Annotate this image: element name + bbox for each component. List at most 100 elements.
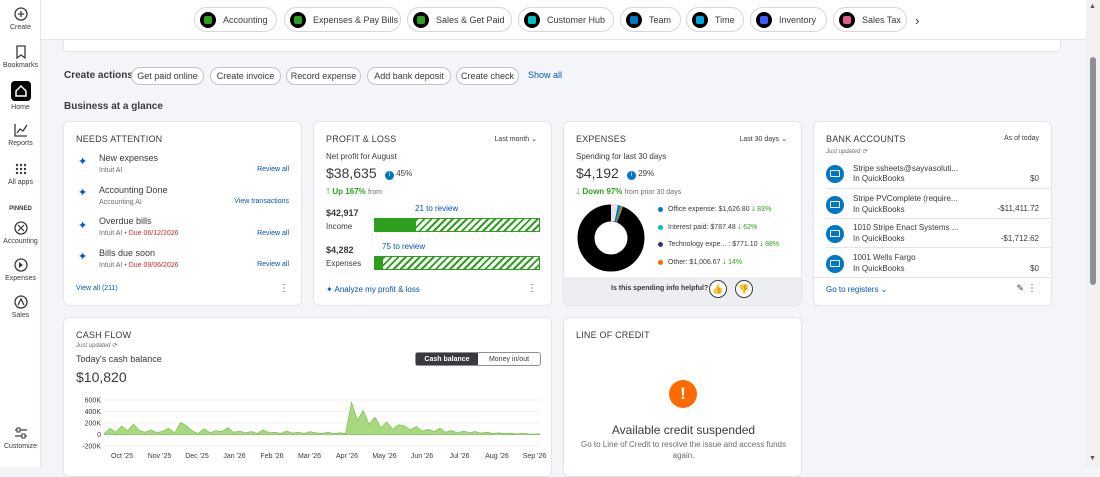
money-in-out-toggle[interactable]: Money in/out bbox=[488, 355, 530, 363]
get-paid-online-button[interactable]: Get paid online bbox=[131, 67, 204, 85]
chevron-right-icon[interactable]: › bbox=[915, 13, 920, 28]
sidebar-item-reports[interactable]: Reports bbox=[0, 123, 41, 147]
home-icon bbox=[10, 81, 31, 101]
nav-pill-accounting[interactable]: Accounting bbox=[194, 7, 277, 32]
review-all-link[interactable]: Review all bbox=[257, 230, 289, 237]
updated-label: Just updated bbox=[76, 343, 111, 349]
bookmark-icon bbox=[15, 45, 26, 59]
item-title: Overdue bills bbox=[99, 216, 152, 226]
credit-message-line-2: again. bbox=[672, 451, 695, 460]
sidebar-item-accounting[interactable]: Accounting bbox=[0, 221, 41, 245]
net-profit-pct: 45% bbox=[396, 169, 413, 178]
more-options-icon[interactable]: ⋮ bbox=[1027, 283, 1037, 294]
legend-label: Interest paid: $787.48 bbox=[668, 224, 736, 231]
nav-pill-sales-tax[interactable]: Sales Tax bbox=[833, 7, 907, 32]
cash-flow-chart[interactable]: 600K 400K 200K 0 -200K Oct '25 Nov '25 Dec '25 J… bbox=[64, 392, 552, 464]
spending-pct: 29% bbox=[638, 169, 655, 178]
go-to-registers-link[interactable]: Go to registers ⌄ bbox=[826, 285, 887, 294]
donut-slice bbox=[614, 205, 620, 223]
expenses-review-link[interactable]: 75 to review bbox=[382, 242, 426, 251]
expenses-amount: $4,282 bbox=[326, 245, 354, 255]
record-expense-button[interactable]: Record expense bbox=[286, 67, 361, 85]
sidebar-item-expenses[interactable]: Expenses bbox=[0, 258, 41, 282]
item-title: Accounting Done bbox=[99, 185, 168, 195]
period-dropdown[interactable]: Last 30 days ⌄ bbox=[739, 135, 787, 143]
view-transactions-link[interactable]: View transactions bbox=[234, 198, 289, 205]
scrollbar-thumb[interactable] bbox=[1090, 57, 1096, 285]
income-review-link[interactable]: 21 to review bbox=[415, 204, 459, 213]
expenses-icon bbox=[13, 258, 28, 272]
account-name: Stripe ssheets@sayvasoluti... bbox=[853, 164, 959, 173]
create-invoice-button[interactable]: Create invoice bbox=[210, 67, 281, 85]
refresh-icon[interactable]: ⟳ bbox=[862, 149, 868, 155]
thumbs-down-icon[interactable]: 👎 bbox=[735, 280, 753, 298]
cash-balance-toggle[interactable]: Cash balance bbox=[416, 353, 478, 365]
account-balance: $0 bbox=[1030, 264, 1039, 273]
arrow-down-icon: 🡓 bbox=[576, 187, 581, 196]
section-title: Business at a glance bbox=[64, 101, 163, 112]
chevron-down-icon: ⌄ bbox=[781, 136, 787, 143]
divider bbox=[826, 188, 1051, 189]
period-dropdown[interactable]: Last month ⌄ bbox=[495, 135, 537, 143]
sidebar-item-label: Accounting bbox=[3, 238, 38, 245]
review-all-link[interactable]: Review all bbox=[257, 261, 289, 268]
credit-heading: Available credit suspended bbox=[611, 423, 756, 437]
time-icon bbox=[692, 11, 708, 28]
scroll-up-icon[interactable]: ▲ bbox=[1089, 3, 1096, 10]
view-all-link[interactable]: View all (211) bbox=[76, 285, 118, 292]
thumbs-up-icon[interactable]: 👍 bbox=[709, 280, 727, 298]
cash-balance-area bbox=[103, 401, 541, 435]
line-of-credit-card: LINE OF CREDIT ! Available credit suspen… bbox=[563, 317, 802, 477]
review-all-link[interactable]: Review all bbox=[257, 166, 289, 173]
warning-icon: ! bbox=[669, 380, 697, 408]
sidebar-item-label: All apps bbox=[8, 179, 33, 186]
sparkle-icon: ✦ bbox=[78, 187, 88, 199]
account-name: Stripe PVComplete (require... bbox=[853, 194, 958, 203]
bank-icon bbox=[826, 255, 844, 273]
legend-label: Technology expe... : $771.10 bbox=[668, 241, 758, 248]
scroll-down-icon[interactable]: ▼ bbox=[1089, 455, 1096, 462]
sidebar: Create Bookmarks Home Reports All apps P… bbox=[0, 0, 41, 467]
sidebar-item-bookmarks[interactable]: Bookmarks bbox=[0, 45, 41, 69]
legend-pct: 88% bbox=[765, 241, 780, 248]
banner-strip bbox=[63, 40, 1061, 52]
expenses-donut-chart[interactable] bbox=[576, 203, 646, 273]
income-bar-to-review[interactable] bbox=[415, 218, 540, 232]
refresh-icon[interactable]: ⟳ bbox=[112, 343, 118, 349]
more-options-icon[interactable]: ⋮ bbox=[527, 283, 537, 294]
sidebar-item-create[interactable]: Create bbox=[0, 7, 41, 31]
create-check-button[interactable]: Create check bbox=[456, 67, 519, 85]
nav-pill-team[interactable]: Team bbox=[620, 7, 681, 32]
expenses-bar-to-review[interactable] bbox=[382, 256, 540, 270]
analyze-profit-loss-link[interactable]: ✦ Analyze my profit & loss bbox=[326, 285, 420, 294]
change-suffix: from prior 30 days bbox=[624, 189, 682, 196]
add-bank-deposit-button[interactable]: Add bank deposit bbox=[367, 67, 451, 85]
scrollbar[interactable]: ▲ ▼ bbox=[1086, 0, 1100, 467]
sidebar-item-all-apps[interactable]: All apps bbox=[0, 162, 41, 186]
legend-item: Office expense: $1,626.80 🡓 83% bbox=[658, 205, 771, 216]
accounting-icon bbox=[13, 221, 28, 235]
sidebar-item-home[interactable]: Home bbox=[0, 81, 41, 111]
show-all-link[interactable]: Show all bbox=[528, 70, 563, 80]
more-options-icon[interactable]: ⋮ bbox=[279, 283, 289, 294]
nav-pill-sales[interactable]: Sales & Get Paid bbox=[407, 7, 512, 32]
sparkle-icon: ✦ bbox=[78, 251, 88, 263]
sidebar-item-customize[interactable]: Customize bbox=[0, 426, 41, 450]
due-date: Due 09/06/2026 bbox=[128, 262, 179, 269]
info-icon[interactable]: i bbox=[627, 171, 636, 180]
account-source: In QuickBooks bbox=[853, 205, 905, 214]
x-tick-label: Feb '26 bbox=[260, 453, 283, 460]
pencil-icon[interactable]: ✎ bbox=[1016, 283, 1024, 293]
sidebar-item-sales[interactable]: Sales bbox=[0, 295, 41, 319]
nav-pill-label: Team bbox=[649, 14, 672, 25]
nav-pill-expenses[interactable]: Expenses & Pay Bills bbox=[284, 7, 401, 32]
sidebar-item-label: Bookmarks bbox=[2, 62, 38, 69]
info-icon[interactable]: i bbox=[385, 171, 394, 180]
nav-pill-inventory[interactable]: Inventory bbox=[750, 7, 827, 32]
legend-item: Other: $1,006.67 🡓 14% bbox=[658, 258, 742, 269]
nav-pill-time[interactable]: Time bbox=[686, 7, 744, 32]
plus-circle-icon bbox=[13, 7, 28, 21]
account-source: In QuickBooks bbox=[853, 264, 905, 273]
nav-pill-customer-hub[interactable]: Customer Hub bbox=[518, 7, 614, 32]
bank-icon bbox=[826, 196, 844, 214]
